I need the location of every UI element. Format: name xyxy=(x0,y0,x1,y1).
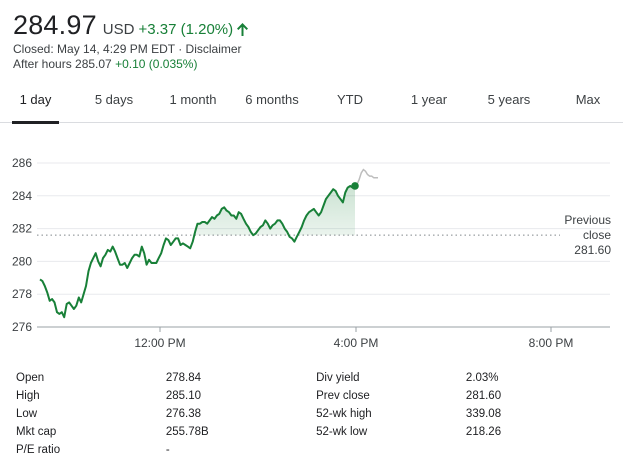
price-row: 284.97 USD +3.37 (1.20%) xyxy=(13,10,613,42)
stat-label xyxy=(316,441,466,459)
stat-value: 339.08 xyxy=(465,408,502,420)
stat-value xyxy=(466,441,616,459)
market-close-marker xyxy=(351,182,359,190)
range-tabs: 1 day 5 days 1 month 6 months YTD 1 year… xyxy=(0,79,623,124)
disclaimer-link[interactable]: Disclaimer xyxy=(185,42,242,56)
price-change: +3.37 (1.20%) xyxy=(138,21,234,38)
tab-ytd[interactable]: YTD xyxy=(337,92,363,107)
stat-label: Div yield xyxy=(316,372,360,384)
y-tick-label: 278 xyxy=(12,287,32,301)
price-chart-svg: 286 284 282 280 278 276 12:00 PM 4:00 PM 8:00 PM xyxy=(12,156,610,350)
stats-row: Mkt cap 255.78B 52-wk low 218.26 xyxy=(16,423,616,441)
stat-label: 52-wk low xyxy=(316,426,368,438)
y-tick-label: 280 xyxy=(12,254,32,268)
y-tick-label: 284 xyxy=(12,189,32,203)
y-tick-label: 276 xyxy=(12,320,32,334)
after-hours-price: After hours 285.07 xyxy=(13,57,112,71)
stat-label: 52-wk high xyxy=(316,408,372,420)
stats-row: Low 276.38 52-wk high 339.08 xyxy=(16,405,616,423)
stats-row: Open 278.84 Div yield 2.03% xyxy=(16,369,616,387)
y-tick-label: 286 xyxy=(12,156,32,170)
previous-close-label-line-1: Previous xyxy=(564,213,611,227)
after-hours-info: After hours 285.07 +0.10 (0.035%) xyxy=(13,57,613,72)
stat-label: Prev close xyxy=(316,390,370,402)
key-stats-table: Open 278.84 Div yield 2.03% High 285.10 … xyxy=(16,369,616,459)
stat-value: 218.26 xyxy=(465,426,502,438)
meta-separator: · xyxy=(174,42,186,56)
stat-value: 255.78B xyxy=(165,426,209,438)
tab-6-months[interactable]: 6 months xyxy=(245,92,299,107)
stat-value: 2.03% xyxy=(465,372,499,384)
y-tick-label: 282 xyxy=(12,222,32,236)
previous-close-value: 281.60 xyxy=(574,243,611,257)
x-tick-label: 4:00 PM xyxy=(334,336,379,350)
stats-row: P/E ratio - xyxy=(16,441,616,459)
closed-time: Closed: May 14, 4:29 PM EDT xyxy=(13,42,175,56)
tab-1-day[interactable]: 1 day xyxy=(12,79,59,124)
stat-label: Open xyxy=(16,372,45,384)
stats-row: High 285.10 Prev close 281.60 xyxy=(16,387,616,405)
currency-code: USD xyxy=(102,21,135,38)
tab-1-month[interactable]: 1 month xyxy=(169,92,217,107)
stat-value: 276.38 xyxy=(165,408,202,420)
current-price: 284.97 xyxy=(13,10,97,40)
x-tick-label: 8:00 PM xyxy=(529,336,574,350)
stat-value: 281.60 xyxy=(465,390,502,402)
tab-5-days[interactable]: 5 days xyxy=(94,92,134,107)
stat-label: P/E ratio xyxy=(16,444,61,456)
stat-value: 285.10 xyxy=(165,390,202,402)
previous-close-label-line-2: close xyxy=(582,228,611,242)
key-stats: Open 278.84 Div yield 2.03% High 285.10 … xyxy=(16,369,616,459)
previous-close-label: Previous close 281.60 xyxy=(564,213,611,258)
stat-label: High xyxy=(16,390,40,402)
stat-label: Low xyxy=(16,408,38,420)
chart-axes: 286 284 282 280 278 276 12:00 PM 4:00 PM 8:00 PM xyxy=(12,156,610,350)
market-status: Closed: May 14, 4:29 PM EDT · Disclaimer xyxy=(13,42,613,57)
price-series-line xyxy=(39,185,356,319)
quote-header: 284.97 USD +3.37 (1.20%) Closed: May 14,… xyxy=(13,10,613,72)
x-tick-label: 12:00 PM xyxy=(134,336,185,350)
after-hours-change: +0.10 (0.035%) xyxy=(115,57,198,71)
after-hours-series-line xyxy=(354,168,378,187)
tab-max[interactable]: Max xyxy=(575,92,601,107)
tab-1-year[interactable]: 1 year xyxy=(410,92,448,107)
stat-label: Mkt cap xyxy=(16,426,57,438)
price-chart[interactable]: 286 284 282 280 278 276 12:00 PM 4:00 PM 8:00 PM… xyxy=(0,123,623,358)
tab-5-years[interactable]: 5 years xyxy=(487,92,531,107)
stat-value: 278.84 xyxy=(165,372,202,384)
stat-value: - xyxy=(165,444,170,456)
arrow-up-icon xyxy=(237,23,249,41)
